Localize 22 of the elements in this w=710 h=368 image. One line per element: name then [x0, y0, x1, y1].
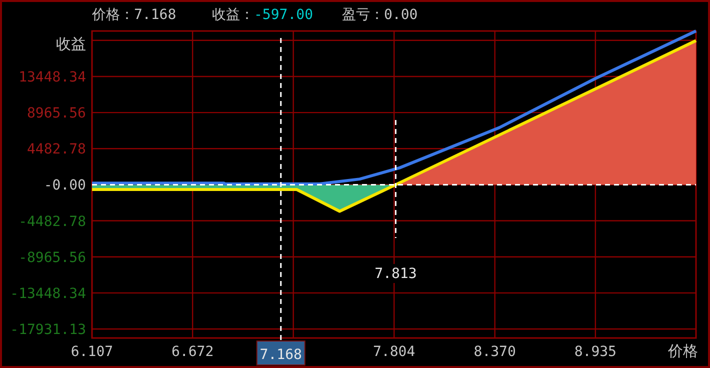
y-tick-label: 4482.78 — [26, 142, 86, 158]
y-tick-label: -0.00 — [44, 178, 86, 194]
text: 价格：7.168 — [91, 7, 176, 23]
x-tick-label: 6.107 — [70, 344, 114, 360]
y-tick-label: -13448.34 — [10, 286, 86, 302]
y-tick-label: 8965.56 — [26, 106, 86, 122]
x-tick-label: 7.804 — [373, 344, 416, 360]
text: 盈亏：0.00 — [342, 7, 418, 23]
line-series — [90, 39, 698, 213]
y-tick-label: -4482.78 — [18, 214, 86, 230]
y-tick-label: -8965.56 — [18, 250, 86, 266]
text: 收益：-597.00 — [212, 7, 314, 23]
x-tick-label: 8.370 — [474, 344, 516, 360]
ref-line-label: 7.168 — [260, 347, 302, 363]
ref-line-label: 7.813 — [374, 266, 417, 282]
y-axis-title: 收益 — [56, 35, 86, 53]
x-tick-label: 6.672 — [172, 344, 214, 360]
y-tick-label: -17931.13 — [10, 322, 86, 338]
x-axis-title: 价格 — [667, 342, 698, 360]
y-tick-label: 13448.34 — [18, 69, 86, 86]
x-tick-label: 8.935 — [574, 344, 616, 360]
line-series — [90, 30, 698, 186]
